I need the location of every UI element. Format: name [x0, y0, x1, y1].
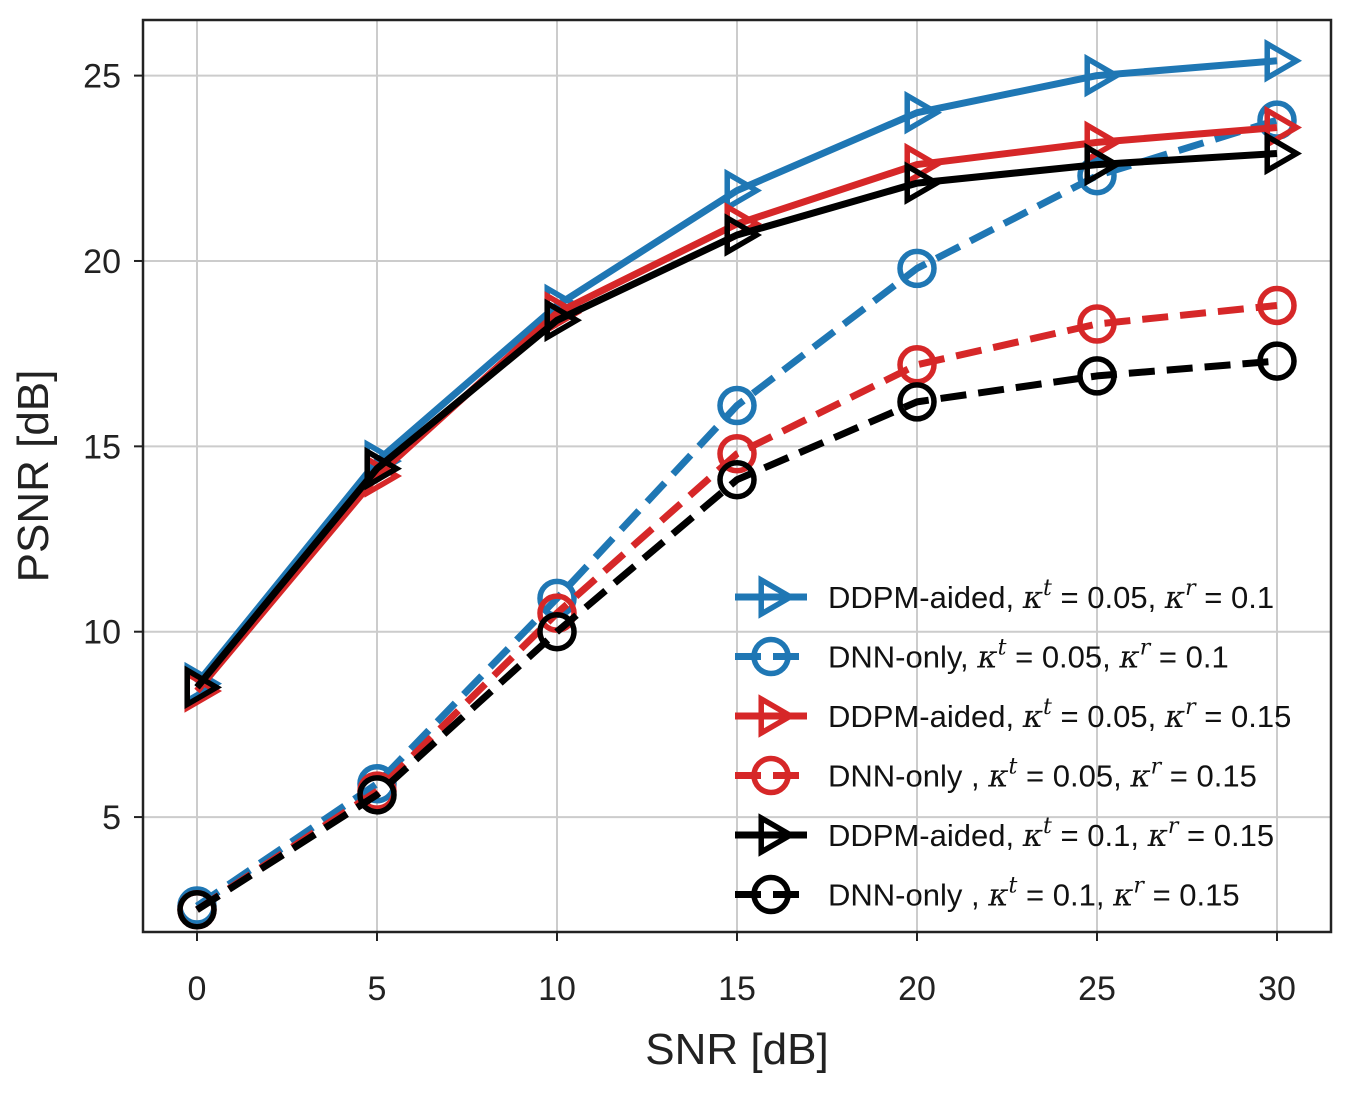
series-line — [194, 149, 1278, 690]
data-point — [897, 248, 937, 289]
data-point — [1257, 285, 1297, 326]
legend-marker-swatch — [758, 694, 797, 738]
series-line — [195, 301, 1278, 913]
legend-item: DDPM-aided, κt = 0.05, κr = 0.15 — [735, 694, 1291, 738]
data-point — [724, 168, 763, 213]
y-tick-label: 20 — [83, 243, 121, 281]
legend-marker-swatch — [751, 874, 791, 915]
y-tick-label: 5 — [102, 799, 121, 837]
x-tick-label: 20 — [898, 970, 936, 1008]
x-tick-label: 30 — [1258, 970, 1296, 1008]
legend-label: DNN-only , κt = 0.1, κr = 0.15 — [828, 874, 1240, 914]
data-point — [724, 213, 763, 257]
x-tick-label: 15 — [718, 970, 756, 1008]
legend-item: DNN-only , κt = 0.1, κr = 0.15 — [735, 874, 1240, 915]
series-line — [195, 116, 1279, 909]
x-tick-label: 5 — [368, 970, 387, 1008]
data-point — [717, 459, 757, 500]
data-point — [1084, 120, 1123, 165]
x-axis-title: SNR [dB] — [645, 1025, 828, 1074]
legend-marker-swatch — [751, 636, 791, 677]
legend-item: DNN-only, κt = 0.05, κr = 0.1 — [735, 636, 1229, 677]
data-point — [1077, 304, 1117, 344]
legend-marker-swatch — [751, 755, 791, 796]
data-point — [177, 890, 217, 930]
legend-marker-swatch — [758, 575, 797, 619]
legend-label: DNN-only, κt = 0.05, κr = 0.1 — [828, 636, 1229, 676]
data-point — [537, 611, 577, 652]
series-line — [194, 57, 1278, 686]
ticks: 0 5 10 15 20 25 30 5 10 15 20 25 — [83, 58, 1296, 1008]
series-6 — [177, 341, 1297, 930]
x-tick-label: 10 — [538, 970, 576, 1008]
legend-item: DDPM-aided, κt = 0.05, κr = 0.1 — [735, 575, 1274, 619]
legend-marker-swatch — [758, 813, 797, 857]
x-tick-label: 0 — [188, 970, 207, 1008]
data-point — [717, 385, 757, 426]
legend: DDPM-aided, κt = 0.05, κr = 0.1 DNN-only,… — [735, 575, 1291, 915]
legend-label: DNN-only , κt = 0.05, κr = 0.15 — [828, 755, 1257, 795]
y-axis-title: PSNR [dB] — [9, 370, 58, 583]
data-point — [904, 90, 943, 135]
data-point — [1257, 341, 1297, 381]
legend-label: DDPM-aided, κt = 0.1, κr = 0.15 — [828, 814, 1274, 854]
data-point — [1264, 131, 1303, 176]
data-point — [1084, 53, 1123, 98]
series-line — [195, 357, 1278, 913]
data-point — [184, 665, 223, 710]
data-point — [357, 775, 397, 815]
data-point — [897, 382, 937, 422]
y-tick-label: 15 — [83, 428, 121, 466]
series-group — [177, 38, 1303, 930]
y-tick-label: 25 — [83, 58, 121, 96]
legend-item: DDPM-aided, κt = 0.1, κr = 0.15 — [735, 813, 1274, 857]
data-point — [1077, 155, 1117, 196]
data-point — [717, 434, 757, 474]
legend-label: DDPM-aided, κt = 0.05, κr = 0.1 — [828, 576, 1274, 616]
data-point — [1264, 105, 1303, 150]
x-tick-label: 25 — [1078, 970, 1116, 1008]
y-tick-label: 10 — [83, 614, 121, 652]
data-point — [897, 345, 937, 385]
data-point — [1077, 356, 1117, 396]
series-5 — [184, 131, 1303, 710]
legend-item: DNN-only , κt = 0.05, κr = 0.15 — [735, 755, 1257, 796]
data-point — [364, 446, 403, 491]
data-point — [1264, 38, 1303, 83]
data-point — [1084, 142, 1123, 187]
data-point — [904, 161, 943, 205]
data-point — [544, 298, 583, 343]
legend-label: DDPM-aided, κt = 0.05, κr = 0.15 — [828, 695, 1291, 735]
